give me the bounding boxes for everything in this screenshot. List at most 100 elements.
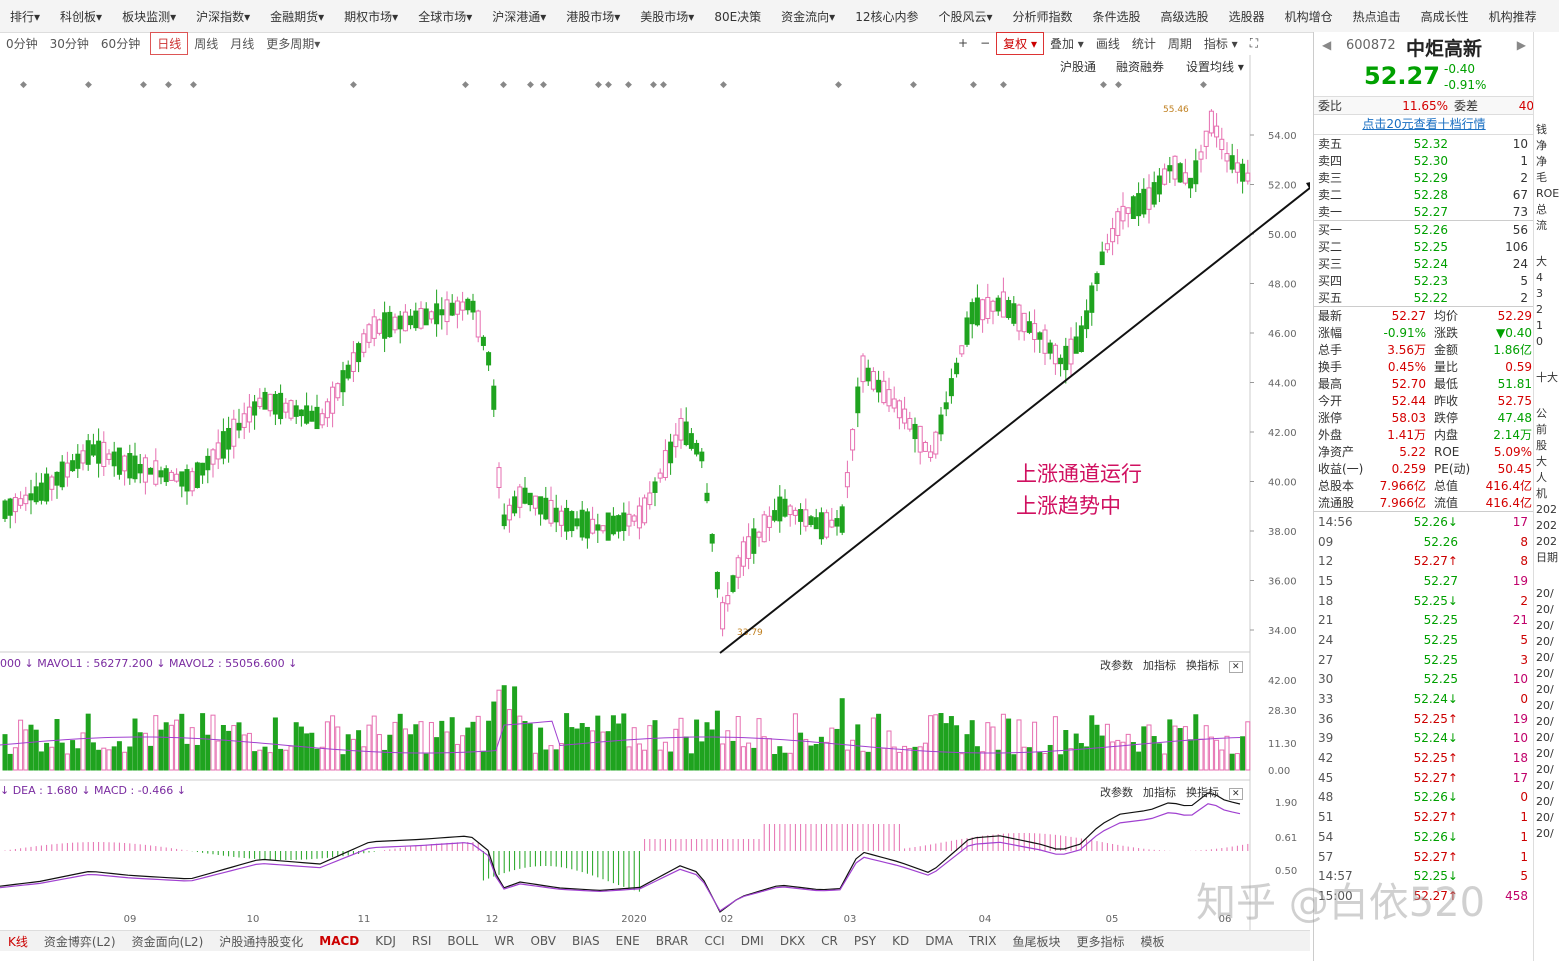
indicator-tab-9[interactable]: OBV [530,934,556,948]
nav-item-16[interactable]: 高级选股 [1160,9,1209,24]
tick-list[interactable]: 14:56 52.26↓ 17 09 52.26 8 12 52.27↑ 8 15 52.27 19 1… [1314,512,1534,906]
volume-tick-label: 28.30 [1268,706,1297,717]
next-stock-icon[interactable]: ▶ [1516,38,1526,52]
indicator-tab-6[interactable]: RSI [411,934,432,948]
nav-item-11[interactable]: 资金流向▾ [781,9,836,24]
indicator-tab-21[interactable]: 鱼尾板块 [1012,934,1061,949]
nav-item-8[interactable]: 港股市场▾ [566,9,621,24]
overlay-dropdown[interactable]: 叠加 ▾ [1049,36,1084,51]
volume-bar [38,751,44,771]
ma-settings-dropdown[interactable]: 设置均线 ▾ [1186,60,1244,74]
nav-item-2[interactable]: 板块监测▾ [122,9,177,24]
nav-item-9[interactable]: 美股市场▾ [640,9,695,24]
nav-item-12[interactable]: 12核心内参 [855,9,919,24]
period-tab-5[interactable]: 月线 [230,36,255,51]
period-tab-4[interactable]: 周线 [194,36,219,51]
nav-item-14[interactable]: 分析师指数 [1012,9,1073,24]
fullscreen-icon[interactable]: ⛶ [1249,35,1259,50]
volume-bar [132,718,138,771]
candle-body [1000,291,1006,318]
tick-volume: 5 [1520,869,1528,884]
nav-item-13[interactable]: 个股风云▾ [938,9,993,24]
sell-level-volume: 2 [1520,170,1528,185]
indicator-tab-10[interactable]: BIAS [572,934,600,948]
zoom-in-button[interactable]: + [958,36,969,50]
indicator-tab-2[interactable]: 资金面向(L2) [131,934,204,949]
indicator-tab-7[interactable]: BOLL [447,934,479,948]
indicator-tab-5[interactable]: KDJ [375,934,396,948]
indicator-tab-19[interactable]: DMA [925,934,953,948]
zoom-out-button[interactable]: − [980,36,991,50]
stats-button[interactable]: 统计 [1131,36,1156,51]
indicator-tab-12[interactable]: BRAR [655,934,689,948]
hgt-link[interactable]: 沪股通 [1060,60,1097,74]
indicator-tab-16[interactable]: CR [821,934,838,948]
nav-item-21[interactable]: 机构推荐 [1488,9,1537,24]
nav-item-0[interactable]: 排行▾ [10,9,41,24]
nav-item-17[interactable]: 选股器 [1228,9,1265,24]
period-tab-1[interactable]: 30分钟 [49,36,89,51]
volume-bar [631,727,637,771]
indicator-tab-11[interactable]: ENE [615,934,640,948]
volume-indicator-header: 000 ↓ MAVOL1 : 56277.200 ↓ MAVOL2 : 5505… [0,657,298,670]
margin-link[interactable]: 融资融券 [1116,60,1165,74]
period-tab-0[interactable]: 0分钟 [6,36,38,51]
indicator-tab-23[interactable]: 模板 [1140,934,1165,949]
nav-item-19[interactable]: 热点追击 [1352,9,1401,24]
side-strip-block-2: 十大 [1536,371,1558,384]
nav-item-10[interactable]: 80E决策 [714,9,762,24]
indicator-tab-18[interactable]: KD [892,934,910,948]
volume-bar [418,721,424,771]
candle-body [1177,163,1183,183]
nav-item-5[interactable]: 期权市场▾ [344,9,399,24]
candle-body [1208,110,1214,134]
tick-time: 51 [1318,810,1334,825]
prev-stock-icon[interactable]: ◀ [1322,38,1332,52]
nav-item-1[interactable]: 科创板▾ [60,9,103,24]
draw-line-button[interactable]: 画线 [1095,36,1120,51]
candle-body [579,509,585,538]
nav-item-6[interactable]: 全球市场▾ [418,9,473,24]
period-tab-2[interactable]: 60分钟 [100,36,141,51]
indicator-tab-22[interactable]: 更多指标 [1076,934,1125,949]
voltools-close-icon[interactable]: ✕ [1229,661,1243,673]
tick-row: 21 52.25 21 [1314,610,1534,630]
candle-body [122,455,128,472]
indicator-dropdown[interactable]: 指标 ▾ [1203,36,1238,51]
indicator-tab-3[interactable]: 沪股通持股变化 [219,934,304,949]
period-tab-3[interactable]: 日线 [150,31,189,55]
indicator-tab-14[interactable]: DMI [740,934,764,948]
indicator-tab-13[interactable]: CCI [704,934,725,948]
nav-item-3[interactable]: 沪深指数▾ [196,9,251,24]
voltools-2[interactable]: 换指标 [1186,659,1219,672]
voltools-0[interactable]: 改参数 [1100,659,1133,672]
indicator-tab-20[interactable]: TRIX [969,934,997,948]
level2-link[interactable]: 点击20元查看十档行情 [1314,114,1534,135]
fuquan-dropdown[interactable]: 复权 ▾ [996,31,1044,55]
indicator-tab-15[interactable]: DKX [779,934,806,948]
macdtools-close-icon[interactable]: ✕ [1229,788,1243,800]
voltools-1[interactable]: 加指标 [1143,659,1176,672]
indicator-tab-1[interactable]: 资金博弈(L2) [43,934,116,949]
cycle-button[interactable]: 周期 [1167,36,1192,51]
indicator-tab-0[interactable]: K线 [8,934,28,949]
macdtools-0[interactable]: 改参数 [1100,786,1133,799]
candlestick-chart[interactable]: 54.00 52.00 50.00 48.00 46.00 44.00 42.00 40.00… [0,55,1310,935]
period-tab-6[interactable]: 更多周期▾ [266,36,321,51]
nav-item-20[interactable]: 高成长性 [1420,9,1469,24]
macdtools-1[interactable]: 加指标 [1143,786,1176,799]
macdtools-2[interactable]: 换指标 [1186,786,1219,799]
sell-level-row: 卖二 52.28 67 [1314,186,1534,203]
nav-item-7[interactable]: 沪深港通▾ [492,9,547,24]
candle-body [80,450,86,464]
volume-bar [688,753,694,771]
nav-item-4[interactable]: 金融期货▾ [270,9,325,24]
indicator-tab-4[interactable]: MACD [319,934,360,948]
weibi-value: 11.65% [1402,98,1448,113]
stock-name: 中炬高新 [1406,38,1483,60]
volume-bar [1006,718,1012,771]
nav-item-18[interactable]: 机构增仓 [1284,9,1333,24]
nav-item-15[interactable]: 条件选股 [1092,9,1141,24]
indicator-tab-8[interactable]: WR [494,934,515,948]
indicator-tab-17[interactable]: PSY [853,934,877,948]
